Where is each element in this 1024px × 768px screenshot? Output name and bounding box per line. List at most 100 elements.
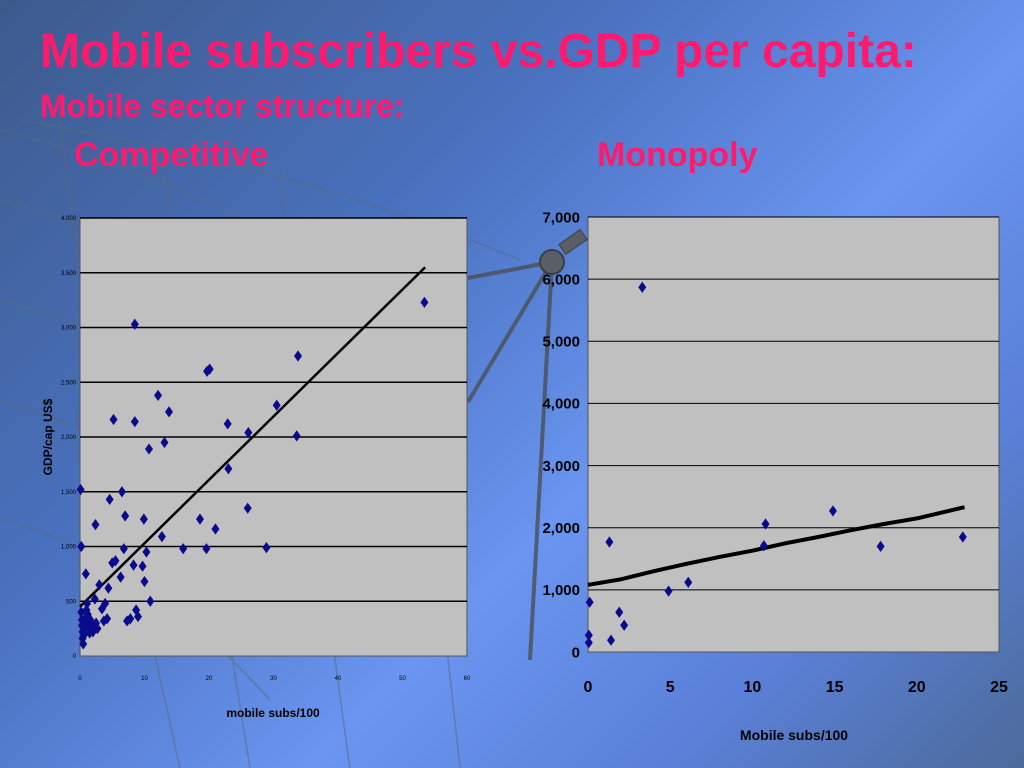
data-point	[584, 629, 593, 641]
data-point	[195, 513, 204, 525]
y-tick-label: 2,000	[61, 435, 77, 441]
data-point	[105, 493, 114, 506]
data-point	[117, 486, 126, 498]
data-point	[145, 443, 154, 455]
data-point	[224, 463, 233, 475]
y-tick-label: 2,000	[542, 520, 580, 537]
y-tick-label: 3,500	[61, 271, 77, 277]
data-point	[103, 613, 112, 625]
data-point	[126, 613, 135, 625]
x-axis-label: mobile subs/100	[226, 706, 320, 720]
data-point	[223, 418, 232, 430]
data-point	[93, 623, 102, 635]
data-point	[615, 606, 624, 618]
x-tick-label: 0	[584, 679, 593, 696]
data-point	[262, 541, 271, 554]
x-tick-label: 50	[399, 676, 406, 682]
data-point	[138, 560, 147, 572]
data-point	[165, 406, 174, 418]
data-point	[160, 436, 169, 449]
data-point	[81, 568, 90, 580]
data-point	[294, 350, 303, 362]
data-point	[111, 555, 120, 567]
y-tick-label: 4,000	[542, 396, 580, 413]
y-tick-label: 7,000	[542, 209, 580, 226]
competitive-label: Competitive	[74, 136, 269, 174]
data-point	[607, 634, 616, 646]
data-point	[76, 483, 85, 496]
data-point	[116, 571, 125, 583]
data-point	[142, 546, 151, 558]
data-point	[83, 597, 92, 610]
data-point	[205, 363, 214, 375]
data-point	[759, 540, 768, 552]
slide-title: Mobile subscribers vs.GDP per capita:	[40, 25, 917, 78]
data-point	[584, 637, 593, 649]
y-tick-label: 2,500	[61, 380, 77, 386]
data-point	[79, 638, 88, 650]
data-point	[244, 427, 253, 439]
data-point	[828, 505, 837, 517]
data-point	[605, 536, 614, 548]
data-point	[119, 543, 128, 555]
data-point	[154, 389, 163, 401]
y-tick-label: 1,500	[61, 490, 77, 496]
data-point	[79, 629, 88, 641]
data-point	[202, 543, 211, 555]
y-tick-label: 4,000	[61, 216, 77, 222]
x-axis-label: Mobile subs/100	[740, 727, 848, 743]
x-tick-label: 40	[335, 676, 342, 682]
data-point	[77, 606, 86, 618]
data-point	[90, 593, 99, 605]
data-point	[109, 413, 118, 426]
x-tick-label: 10	[141, 676, 148, 682]
x-tick-label: 25	[990, 679, 1008, 696]
x-tick-label: 20	[908, 679, 926, 696]
data-point	[101, 597, 110, 610]
data-point	[95, 579, 104, 591]
data-point	[211, 523, 220, 535]
data-point	[876, 540, 885, 552]
x-tick-label: 5	[666, 679, 675, 696]
y-tick-label: 1,000	[61, 545, 77, 551]
data-point	[684, 576, 693, 588]
data-point	[664, 585, 673, 597]
x-tick-label: 30	[270, 676, 277, 682]
y-tick-label: 6,000	[542, 271, 580, 288]
y-tick-label: 0	[572, 644, 580, 661]
data-point	[958, 531, 967, 543]
data-point	[129, 559, 138, 571]
x-tick-label: 20	[206, 676, 213, 682]
y-tick-label: 1,000	[542, 582, 580, 599]
y-tick-label: 5,000	[542, 334, 580, 351]
data-point	[620, 619, 629, 631]
trend-line	[79, 266, 426, 608]
data-point	[134, 610, 143, 623]
data-point	[585, 596, 594, 608]
data-point	[130, 318, 139, 330]
data-point	[146, 595, 155, 607]
x-tick-label: 60	[464, 676, 471, 682]
x-tick-label: 0	[78, 676, 82, 682]
y-tick-label: 3,000	[61, 326, 77, 332]
data-point	[121, 510, 130, 522]
data-point	[420, 296, 429, 308]
data-point	[99, 615, 108, 627]
y-axis-label: GDP/cap US$	[41, 398, 55, 475]
data-point	[243, 502, 252, 514]
data-point	[104, 582, 113, 594]
trend-line	[587, 505, 965, 587]
data-point	[272, 399, 281, 411]
y-tick-label: 0	[73, 654, 77, 660]
monopoly-label: Monopoly	[597, 136, 758, 174]
data-point	[157, 531, 166, 543]
data-point	[91, 519, 100, 531]
plot-area	[587, 216, 1000, 653]
data-point	[139, 513, 148, 525]
data-point	[761, 518, 770, 530]
y-tick-label: 3,000	[542, 458, 580, 475]
data-point	[140, 575, 149, 588]
data-point	[123, 615, 132, 627]
